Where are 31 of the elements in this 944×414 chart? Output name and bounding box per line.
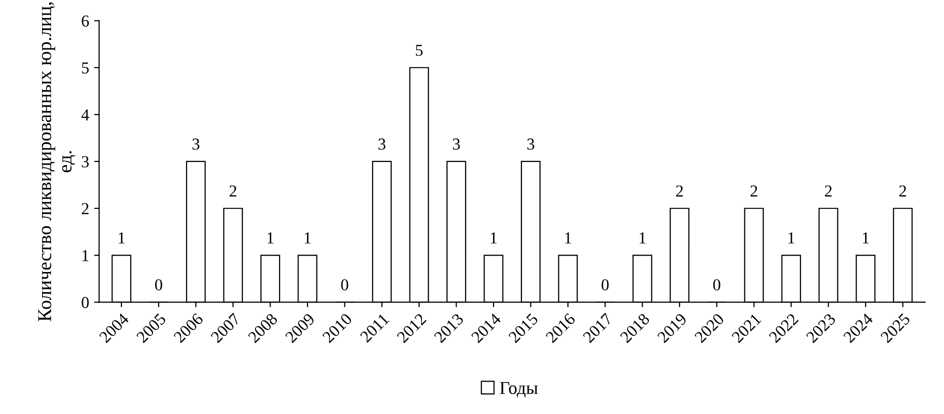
data-label: 3 (452, 138, 460, 150)
data-label: 2 (230, 185, 236, 196)
data-label: 2 (750, 185, 758, 196)
data-label: 1 (640, 232, 646, 244)
data-label: 1 (788, 232, 794, 244)
data-label: 3 (378, 138, 386, 150)
legend-label: Годы (500, 382, 538, 398)
data-label: 0 (155, 279, 162, 290)
data-label: 5 (416, 44, 423, 56)
data-label: 1 (565, 232, 572, 244)
y-tick-label: 2 (82, 203, 88, 214)
data-label: 1 (268, 232, 274, 244)
y-tick-label: 1 (82, 250, 88, 262)
y-tick-label: 5 (82, 62, 89, 74)
y-tick-label: 4 (81, 109, 90, 120)
y-axis-title: Количество ликвидированных юр.лиц, ед. (38, 2, 76, 322)
data-label: 2 (824, 185, 832, 196)
data-label: 1 (490, 232, 497, 244)
y-tick-label: 6 (82, 15, 89, 27)
y-tick-label: 0 (82, 296, 89, 308)
data-label: 3 (192, 138, 200, 150)
data-label: 1 (304, 232, 311, 244)
y-tick-label: 3 (82, 156, 89, 168)
data-label: 3 (527, 138, 534, 150)
data-label: 0 (713, 279, 720, 290)
data-label: 0 (602, 279, 609, 290)
data-label: 1 (118, 232, 125, 244)
data-label: 1 (862, 232, 869, 244)
data-label: 2 (676, 185, 683, 196)
data-label: 2 (899, 185, 906, 196)
data-label: 0 (341, 279, 348, 290)
